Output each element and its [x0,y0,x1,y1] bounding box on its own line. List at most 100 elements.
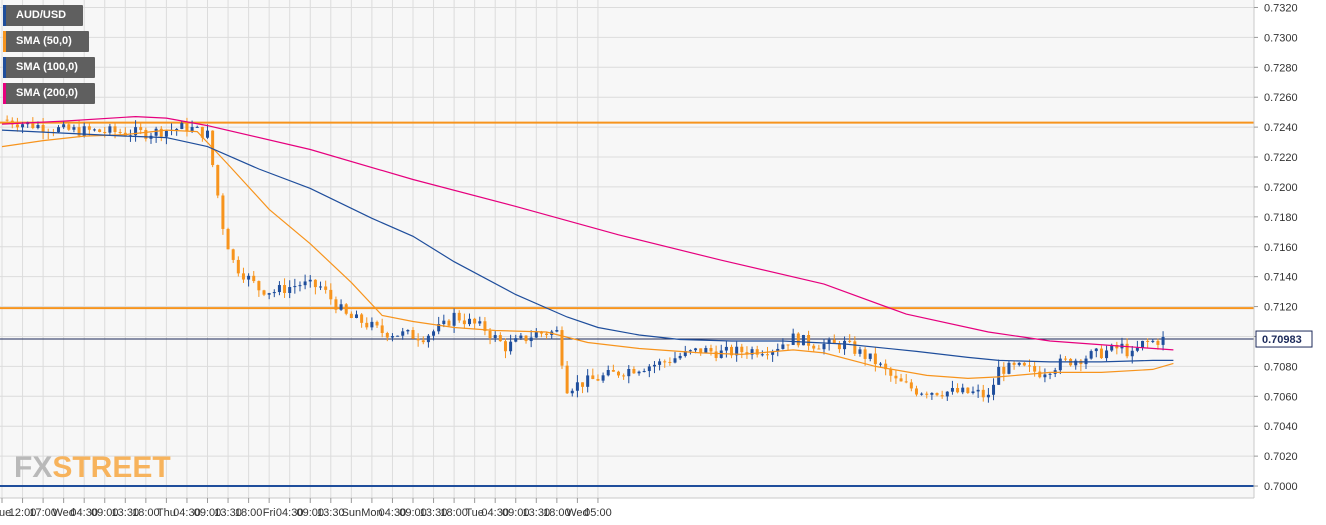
candle-body [498,335,502,342]
candle-body [411,330,415,339]
candle-body [735,346,739,356]
candle-body [262,290,266,295]
x-tick-label: Tue [465,507,484,519]
candle-body [236,259,240,274]
candle-body [1156,340,1160,345]
candle-body [252,275,256,282]
candle-body [354,314,358,318]
x-tick-label: 09:00 [194,507,222,519]
candle-body [365,322,369,328]
legend-item-sma50[interactable]: SMA (50,0) [3,31,89,52]
candle-body [724,346,728,351]
candle-body [375,321,379,326]
candle-body [298,285,302,287]
candle-body [288,287,292,294]
y-tick-label: 0.7120 [1264,302,1298,314]
candle-body [632,368,636,374]
candle-body [1012,362,1016,365]
candle-body [118,132,122,134]
candle-body [1141,340,1145,348]
x-tick-label: Sun [342,507,362,519]
candle-body [1094,348,1098,352]
candle-body [452,312,456,326]
x-tick-label: 09:00 [91,507,119,519]
legend-item-sma200[interactable]: SMA (200,0) [3,83,95,104]
candle-body [986,394,990,398]
candle-body [503,341,507,352]
candle-body [961,387,965,393]
candle-body [416,338,420,341]
candle-body [293,286,297,288]
candle-body [899,378,903,382]
candle-body [688,350,692,352]
candle-body [570,390,574,394]
candle-body [36,125,40,129]
sma-line [1,129,1174,363]
candle-body [334,299,338,310]
candle-body [72,127,76,130]
candle-body [622,375,626,377]
legend-item-audusd[interactable]: AUD/USD [3,5,83,26]
candle-body [581,382,585,387]
candle-body [719,350,723,358]
x-tick-label: 04:30 [70,507,98,519]
candle-body [997,366,1001,385]
candle-body [1017,362,1021,365]
candle-body [488,330,492,338]
candle-body [437,324,441,332]
candle-body [812,345,816,349]
x-tick-label: 18:00 [132,507,160,519]
candle-body [421,340,425,343]
candle-body [683,351,687,356]
x-tick-label: 13:30 [317,507,345,519]
candle-body [206,130,209,138]
candle-body [319,286,323,288]
candle-body [730,346,734,356]
candle-body [663,361,667,363]
x-tick-label: 09:00 [502,507,530,519]
x-tick-label: 17:00 [29,507,57,519]
x-tick-label: 04:30 [173,507,201,519]
candle-body [832,339,836,344]
candle-body [21,124,25,128]
candle-body [1028,365,1031,367]
candle-body [190,127,194,132]
candle-body [344,304,348,314]
candle-body [976,389,980,392]
candle-body [545,333,549,336]
legend-swatch [3,83,6,104]
candle-body [904,381,908,383]
candle-body [940,395,944,397]
candle-body [303,281,307,286]
legend-label: AUD/USD [16,9,67,21]
candle-body [468,318,472,325]
candle-body [257,281,261,291]
candle-body [827,339,831,344]
legend-label: SMA (50,0) [16,35,72,47]
candle-body [837,343,841,350]
x-tick-label: Wed [52,507,74,519]
candle-body [858,349,862,354]
candle-body [406,330,410,332]
candle-body [514,338,518,342]
candle-body [216,165,220,196]
candle-body [791,333,795,345]
x-tick-label: 13:30 [420,507,448,519]
candle-body [709,348,713,352]
y-tick-label: 0.7220 [1264,152,1298,164]
y-tick-label: 0.7000 [1264,481,1298,493]
candle-body [873,353,877,365]
candle-body [62,124,66,128]
candle-body [159,128,163,137]
candle-body [945,391,949,397]
candle-body [868,353,872,359]
y-tick-label: 0.7240 [1264,122,1298,134]
candle-body [200,126,204,138]
candle-body [103,132,107,134]
x-tick-label: 09:00 [399,507,427,519]
candle-body [699,348,703,353]
candle-body [909,382,913,389]
candle-body [164,130,168,137]
grid-lines [0,0,1254,498]
legend-item-sma100[interactable]: SMA (100,0) [3,57,95,78]
